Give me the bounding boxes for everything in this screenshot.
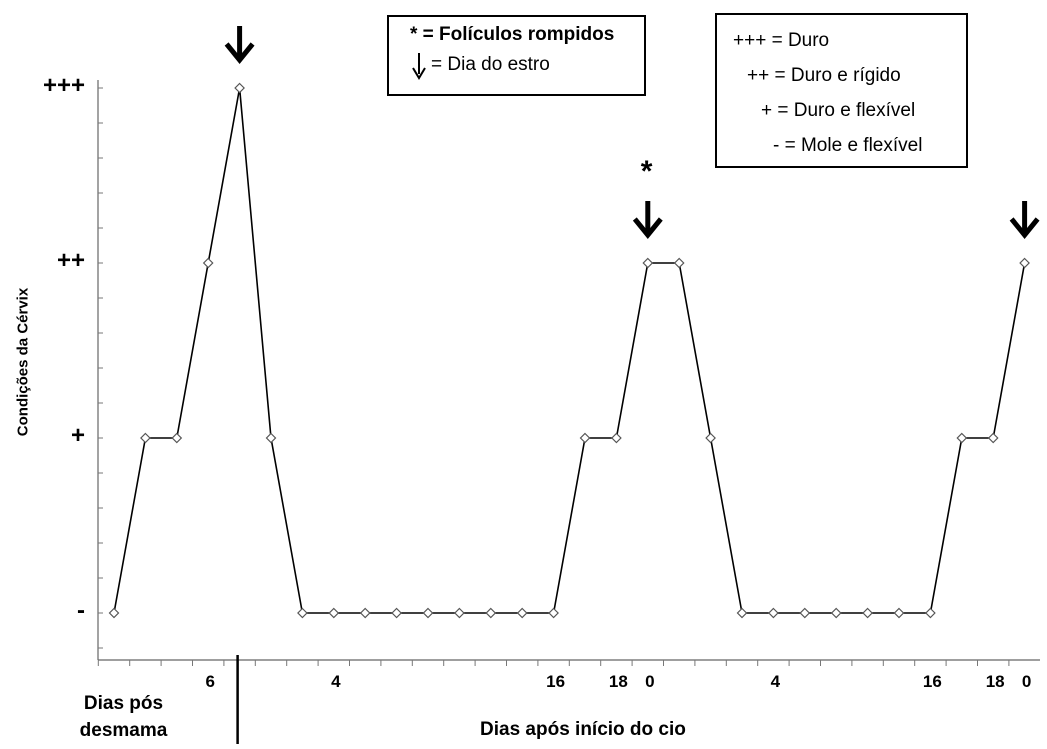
data-point <box>108 607 120 619</box>
data-point <box>485 607 497 619</box>
data-point <box>893 607 905 619</box>
data-point <box>987 432 999 444</box>
legend-scale-1: + = Duro e flexível <box>761 100 916 121</box>
data-point <box>956 432 968 444</box>
y-tick-label: ++ <box>56 247 85 274</box>
data-point <box>799 607 811 619</box>
data-points <box>108 82 1030 619</box>
x-tick-label: 6 <box>205 672 215 691</box>
estrus-arrow <box>632 201 663 239</box>
data-point <box>548 607 559 619</box>
y-axis-label: Condições da Cérvix <box>14 287 32 437</box>
legend-scale-0: - = Mole e flexível <box>773 135 923 156</box>
estrus-arrow <box>224 26 255 64</box>
legend-follicle-entry: * = Folículos rompidos <box>410 24 615 45</box>
data-point <box>234 82 245 94</box>
data-point <box>705 432 716 444</box>
x-axis-label-left: Dias pós desmama <box>79 693 168 741</box>
y-tick-label: + <box>70 422 85 449</box>
x-tick-label: 4 <box>770 672 781 691</box>
data-point <box>673 257 685 269</box>
x-tick-label: 16 <box>922 672 942 691</box>
legend-scale-2: ++ = Duro e rígido <box>747 65 901 86</box>
x-tick-label: 0 <box>1021 672 1032 691</box>
data-point <box>862 607 873 619</box>
x-tick-label: 18 <box>985 672 1005 691</box>
data-point <box>265 432 277 444</box>
data-point <box>830 607 842 619</box>
x-tick-label: 16 <box>546 672 566 691</box>
legend-estrus-entry: = Dia do estro <box>431 54 550 75</box>
x-axis-label-right: Dias após início do cio <box>480 719 686 740</box>
data-point <box>140 432 151 444</box>
data-point <box>516 607 528 619</box>
data-point <box>297 607 308 619</box>
data-point <box>328 607 340 619</box>
legend-scale-3: +++ = Duro <box>733 30 830 51</box>
x-tick-label: 0 <box>645 672 655 691</box>
data-point <box>359 607 371 619</box>
data-point <box>736 607 748 619</box>
data-point <box>1019 257 1030 269</box>
x-tick-label: 18 <box>608 672 628 691</box>
data-point <box>171 432 183 444</box>
data-point <box>642 257 654 269</box>
data-point <box>422 607 434 619</box>
data-point <box>391 607 402 619</box>
data-point <box>202 257 214 269</box>
data-point <box>454 607 465 619</box>
x-tick-label: 4 <box>331 672 341 691</box>
scale-legend-box: +++ = Duro ++ = Duro e rígido + = Duro e… <box>715 13 968 168</box>
axis-ticks <box>97 87 1010 666</box>
data-point <box>768 607 779 619</box>
data-point <box>925 607 936 619</box>
data-point <box>579 432 591 444</box>
estrus-arrows <box>224 26 1040 239</box>
marker-legend-box: * = Folículos rompidos = Dia do estro <box>387 15 646 96</box>
data-point <box>611 432 622 444</box>
y-tick-label: - <box>77 597 85 624</box>
follicle-star: * <box>640 155 653 188</box>
legend-arrow-icon <box>412 53 426 80</box>
estrus-arrow <box>1009 201 1040 239</box>
y-tick-label: +++ <box>42 72 85 99</box>
